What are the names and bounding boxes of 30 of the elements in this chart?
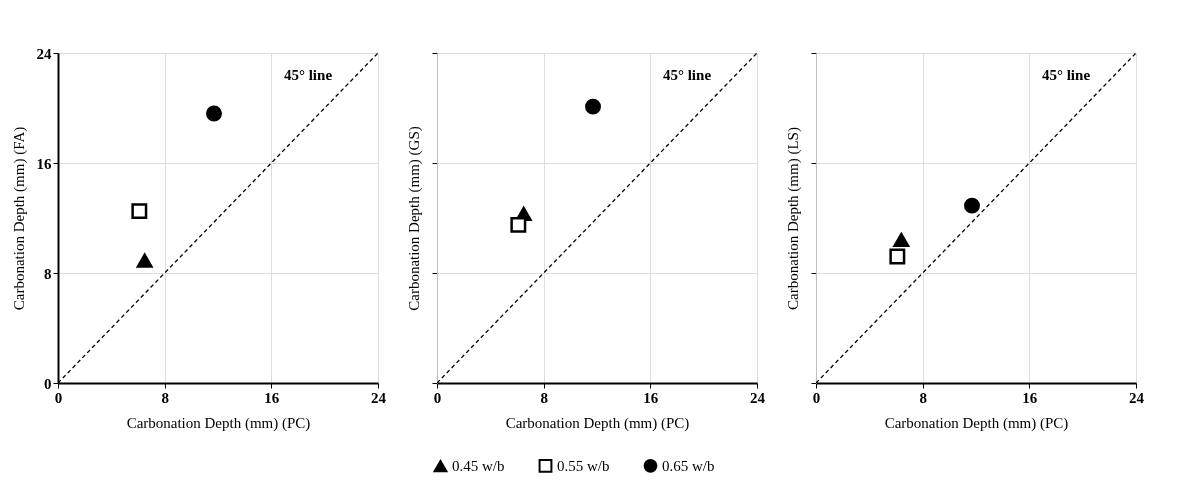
x-tick-label: 16 (643, 389, 659, 406)
x-tick-label: 16 (1022, 389, 1038, 406)
point (136, 253, 153, 268)
x-tick-label: 8 (161, 389, 169, 406)
y-axis-title: Carbonation Depth (mm) (FA) (10, 126, 28, 311)
x-axis-title: Carbonation Depth (mm) (PC) (884, 414, 1069, 432)
legend-label: 0.45 w/b (452, 458, 505, 475)
point (131, 203, 148, 220)
point (206, 105, 222, 122)
x-tick-label: 0 (812, 389, 821, 406)
y-tick-label: 16 (36, 155, 52, 172)
legend-label: 0.65 w/b (662, 457, 715, 474)
y-axis-title: Carbonation Depth (mm) (LS) (785, 127, 802, 310)
x-axis-title: Carbonation Depth (mm) (PC) (505, 414, 690, 432)
x-tick-label: 0 (433, 389, 442, 406)
x-tick-label: 24 (1129, 389, 1145, 406)
x-tick-label: 8 (540, 389, 548, 406)
y-tick-label: 8 (44, 265, 52, 282)
y-tick-label: 24 (36, 45, 52, 62)
y-tick-label: 0 (44, 375, 52, 392)
x-tick-label: 24 (371, 389, 387, 406)
x-axis-title: Carbonation Depth (mm) (PC) (126, 414, 311, 432)
annotation: 45° line (662, 67, 712, 83)
legend-label: 0.55 w/b (557, 457, 610, 474)
annotation: 45° line (1041, 67, 1091, 83)
x-tick-label: 16 (264, 389, 280, 406)
x-tick-label: 24 (750, 389, 766, 406)
annotation: 45° line (283, 67, 333, 83)
x-tick-label: 8 (919, 389, 927, 406)
y-axis-title: Carbonation Depth (mm) (GS) (406, 126, 423, 311)
